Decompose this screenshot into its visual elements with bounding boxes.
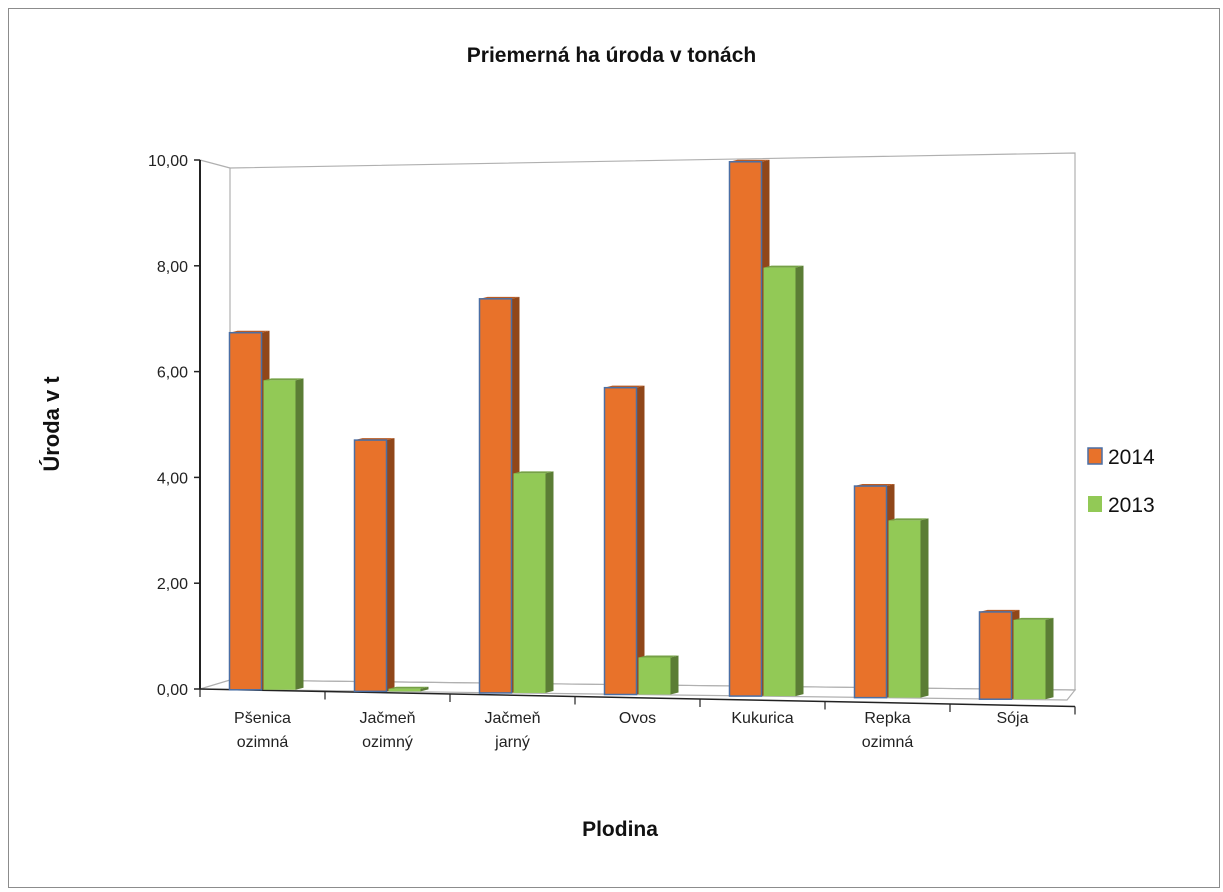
bar-2013 — [638, 657, 671, 695]
bar-side-2013 — [795, 265, 804, 697]
x-tick-label: Jačmeň — [484, 710, 540, 727]
bar-2014 — [228, 331, 263, 691]
bar-2013 — [763, 267, 796, 697]
x-axis-line — [199, 688, 1076, 708]
x-tick-label: Pšenica — [234, 710, 291, 727]
bar-side-2014 — [386, 438, 395, 692]
y-tick-label: 4,00 — [157, 470, 188, 487]
y-tick-label: 2,00 — [157, 576, 188, 593]
bar-top-2013 — [388, 686, 429, 689]
bar-side-2013 — [920, 518, 929, 698]
bar-side-2013 — [545, 471, 554, 693]
y-tick-label: 10,00 — [148, 153, 188, 170]
bar-side-2013 — [670, 655, 679, 695]
bar-top-2013 — [638, 655, 679, 658]
bar-2013 — [263, 380, 296, 690]
bar-2013 — [513, 473, 546, 693]
bar-top-2013 — [263, 378, 304, 381]
x-tick-label: ozimný — [362, 734, 413, 751]
bar-2013 — [388, 688, 421, 692]
legend-swatch-2013 — [1088, 496, 1102, 512]
x-axis-label: Plodina — [582, 818, 658, 841]
bar-side-2013 — [1045, 617, 1054, 700]
y-tick-label: 0,00 — [157, 682, 188, 699]
x-tick-label: Sója — [996, 710, 1028, 727]
legend-label-2014: 2014 — [1108, 446, 1155, 469]
bar-2013 — [1013, 619, 1046, 700]
x-tick-label: Repka — [864, 710, 910, 727]
legend-swatch-2014 — [1087, 447, 1103, 465]
bar-2014 — [603, 386, 638, 696]
bar-top-2013 — [888, 518, 929, 521]
x-tick-label: ozimná — [237, 734, 289, 751]
bar-2013 — [888, 520, 921, 698]
bar-2014 — [353, 439, 388, 693]
bar-top-2013 — [763, 265, 804, 268]
bar-side-2014 — [636, 385, 645, 695]
x-tick-label: Jačmeň — [359, 710, 415, 727]
x-tick-label: jarný — [494, 734, 530, 751]
side-wall-edge — [199, 159, 231, 169]
legend-label-2013: 2013 — [1108, 494, 1155, 517]
y-tick-label: 8,00 — [157, 259, 188, 276]
bar-2014 — [978, 611, 1013, 700]
bar-side-2013 — [295, 378, 304, 690]
floor-plane — [199, 679, 1077, 701]
bar-2014 — [853, 485, 888, 699]
chart-title: Priemerná ha úroda v tonách — [466, 44, 757, 67]
bar-top-2013 — [513, 471, 554, 474]
x-tick-label: Ovos — [619, 710, 656, 727]
bar-top-2013 — [1013, 617, 1054, 620]
bar-2014 — [478, 298, 513, 694]
bar-2014 — [728, 161, 763, 697]
x-tick-label: ozimná — [862, 734, 914, 751]
y-tick-label: 6,00 — [157, 365, 188, 382]
x-tick-label: Kukurica — [731, 710, 793, 727]
bar-side-2013 — [420, 686, 429, 692]
